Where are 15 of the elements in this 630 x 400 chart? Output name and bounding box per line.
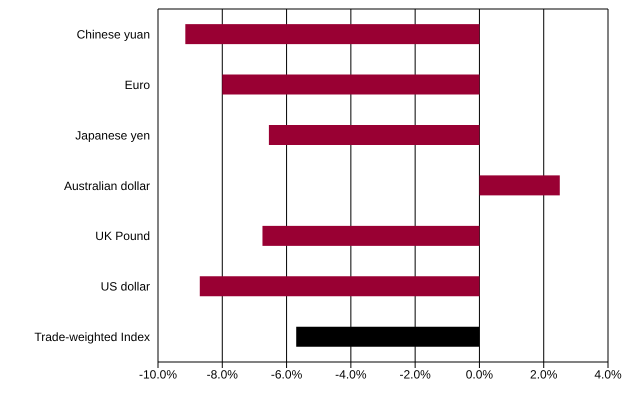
x-tick-label: -8.0% — [206, 368, 238, 382]
x-tick-label: -4.0% — [335, 368, 367, 382]
y-tick-label: US dollar — [100, 280, 150, 294]
x-tick-label: -6.0% — [270, 368, 303, 382]
y-tick-label: Euro — [124, 78, 150, 92]
x-tick-label: 2.0% — [530, 368, 558, 382]
x-tick-label: 4.0% — [594, 368, 622, 382]
x-tick-label: -10.0% — [138, 368, 178, 382]
y-tick-label: Australian dollar — [64, 178, 150, 193]
y-tick-label: UK Pound — [95, 229, 150, 244]
x-tick-label: -2.0% — [399, 368, 432, 382]
y-tick-label: Chinese yuan — [76, 27, 150, 42]
y-tick-label: Japanese yen — [75, 128, 150, 142]
x-tick-label: 0.0% — [466, 368, 494, 382]
y-tick-label: Trade-weighted Index — [34, 330, 150, 344]
